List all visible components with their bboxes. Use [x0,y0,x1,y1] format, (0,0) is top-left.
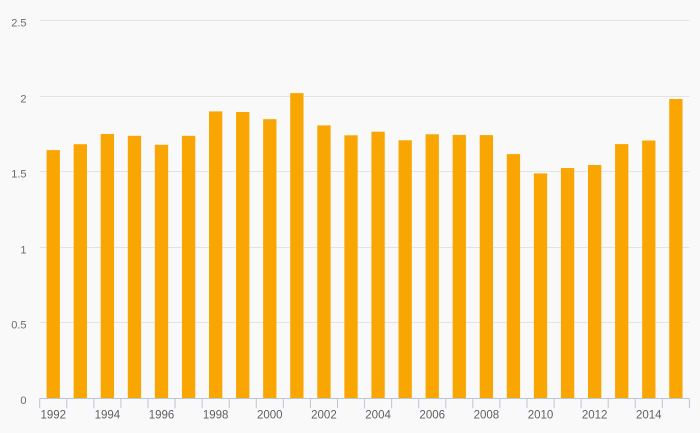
svg-text:1.5: 1.5 [11,168,26,180]
svg-text:2002: 2002 [311,409,337,421]
svg-text:1992: 1992 [40,409,66,421]
svg-text:2014: 2014 [636,409,662,421]
svg-text:2000: 2000 [257,409,283,421]
svg-text:2: 2 [20,93,26,105]
svg-text:0: 0 [20,395,26,407]
svg-text:2010: 2010 [528,409,554,421]
svg-text:0.5: 0.5 [11,319,26,331]
svg-text:1994: 1994 [95,409,121,421]
svg-text:2004: 2004 [365,409,391,421]
svg-text:2008: 2008 [474,409,500,421]
svg-text:2012: 2012 [582,409,608,421]
svg-text:2.5: 2.5 [11,17,26,29]
svg-text:1996: 1996 [149,409,175,421]
svg-text:2006: 2006 [419,409,445,421]
svg-text:1998: 1998 [203,409,229,421]
svg-text:1: 1 [20,244,26,256]
